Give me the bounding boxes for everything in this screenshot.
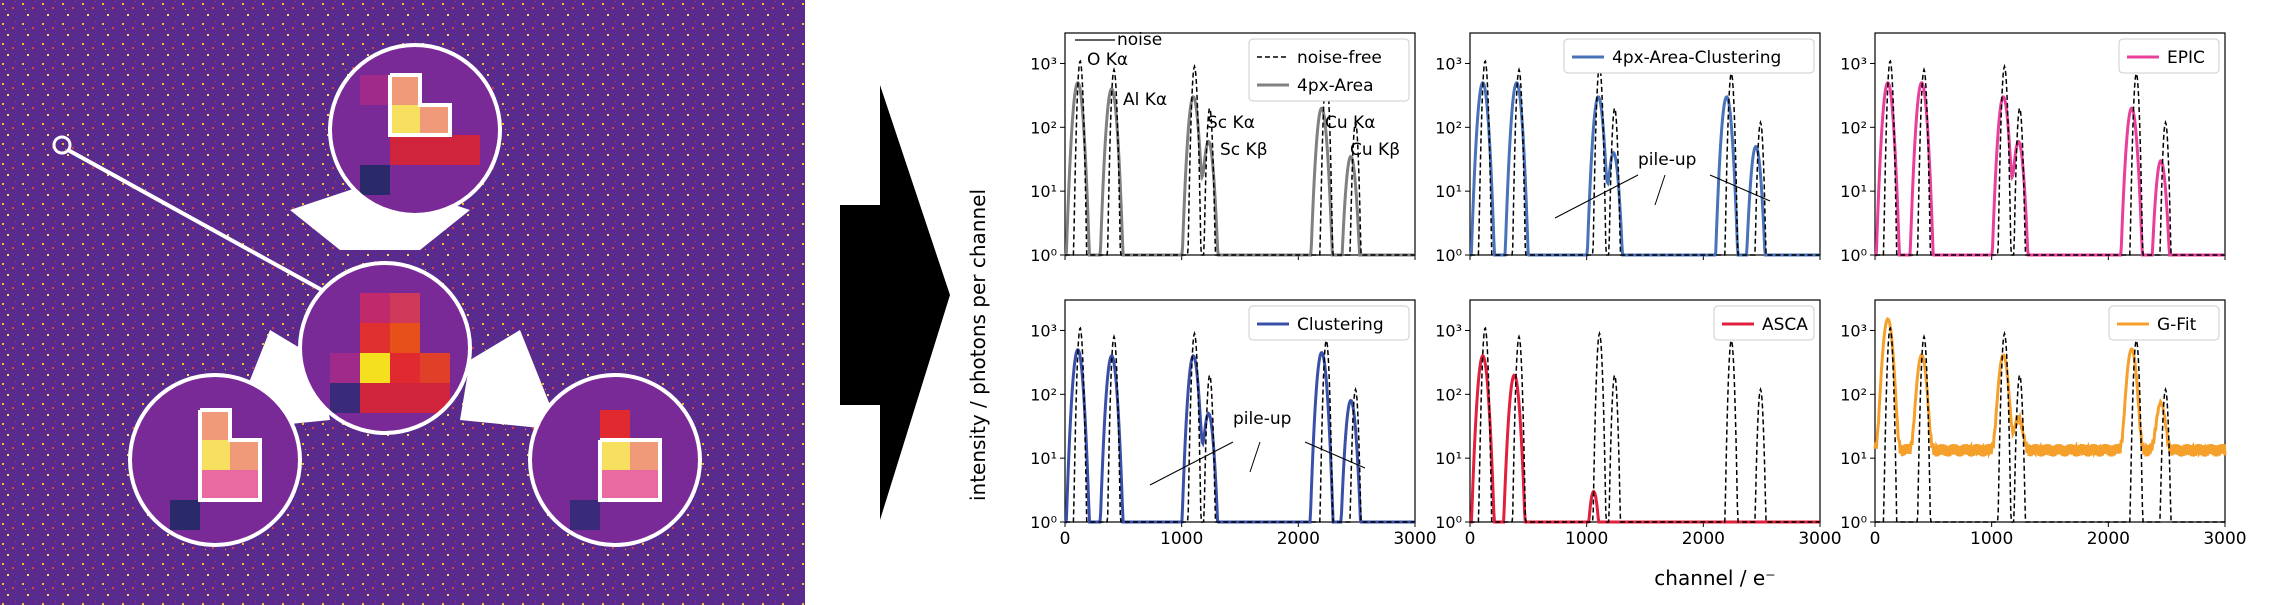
y-tick-label: 10²	[1840, 385, 1867, 404]
y-tick-label: 10¹	[1030, 449, 1057, 468]
y-tick-label: 10³	[1840, 54, 1867, 73]
legend-label: G-Fit	[2157, 315, 2197, 335]
y-tick-label: 10⁰	[1840, 246, 1867, 265]
spectra-figure: intensity / photons per channel channel …	[966, 30, 2247, 590]
series-noise-free	[1875, 326, 2225, 523]
pileup-arrow	[1304, 441, 1366, 469]
y-tick-label: 10¹	[1030, 182, 1057, 201]
y-tick-label: 10³	[1840, 321, 1867, 340]
y-tick-label: 10⁰	[1435, 513, 1462, 532]
y-tick-label: 10²	[1435, 118, 1462, 137]
series-noise-free	[1065, 326, 1415, 523]
y-tick-label: 10¹	[1435, 449, 1462, 468]
split-arrow-right	[460, 330, 560, 430]
series-noise-free	[1875, 59, 2225, 256]
legend-label: ASCA	[1762, 315, 1808, 335]
series-noise-free	[1470, 326, 1820, 523]
annotation-al-ka: Al Kα	[1123, 90, 1167, 110]
panel-bottom-middle: 0 1000 2000 3000 10⁰ 10¹ 10² 10³ ASCA	[1435, 299, 1842, 549]
y-tick-label: 10¹	[1840, 182, 1867, 201]
legend-box	[2108, 305, 2220, 341]
panel-bottom-right: 0 1000 2000 3000 10⁰ 10¹ 10² 10³ G-Fit	[1840, 299, 2247, 549]
cluster-left	[128, 373, 302, 547]
legend-label: EPIC	[2167, 48, 2205, 68]
y-tick-label: 10⁰	[1435, 246, 1462, 265]
y-tick-label: 10⁰	[1030, 513, 1057, 532]
x-tick-label: 3000	[2203, 529, 2246, 549]
panel-top-middle: 10⁰ 10¹ 10² 10³ 4px-Area-Clustering pile-up	[1435, 32, 1821, 265]
y-tick-label: 10²	[1030, 118, 1057, 137]
x-axis-label: channel / e⁻	[1654, 566, 1775, 590]
y-tick-label: 10⁰	[1840, 513, 1867, 532]
legend-box	[1713, 305, 1815, 341]
x-tick-label: 2000	[1682, 529, 1725, 549]
pointer-line	[67, 148, 341, 302]
cluster-top	[328, 43, 502, 217]
legend-label: Clustering	[1297, 315, 1384, 335]
y-tick-label: 10²	[1840, 118, 1867, 137]
process-arrow	[840, 85, 950, 520]
y-tick-label: 10³	[1030, 321, 1057, 340]
series-noise-free	[1065, 59, 1415, 256]
pileup-arrow	[1709, 174, 1771, 202]
x-tick-label: 0	[1870, 529, 1881, 549]
legend-label: noise-free	[1297, 48, 1382, 68]
series-asca	[1469, 354, 1820, 524]
legend-label: 4px-Area	[1297, 76, 1374, 96]
annotation-noise: noise	[1117, 30, 1162, 50]
y-tick-label: 10²	[1030, 385, 1057, 404]
y-tick-label: 10³	[1435, 54, 1462, 73]
series-noise-free	[1470, 59, 1820, 256]
cluster-center	[298, 261, 472, 435]
x-tick-label: 3000	[1393, 529, 1436, 549]
annotation-o-ka: O Kα	[1087, 50, 1128, 70]
detector-image	[0, 0, 805, 605]
annotation-sc-kb: Sc Kβ	[1220, 140, 1268, 160]
annotation-pileup: pile-up	[1638, 150, 1696, 170]
annotation-sc-ka: Sc Kα	[1207, 113, 1255, 133]
y-tick-label: 10¹	[1840, 449, 1867, 468]
x-tick-label: 0	[1465, 529, 1476, 549]
legend-box	[1248, 305, 1410, 341]
y-tick-label: 10²	[1435, 385, 1462, 404]
pileup-arrow	[1554, 174, 1639, 219]
y-axis-label: intensity / photons per channel	[966, 189, 990, 501]
pileup-arrow	[1149, 441, 1234, 486]
annotation-cu-ka: Cu Kα	[1325, 113, 1375, 133]
y-tick-label: 10³	[1030, 54, 1057, 73]
series-g-fit	[1873, 317, 2227, 459]
legend-box	[2118, 38, 2220, 74]
panel-top-right: 10⁰ 10¹ 10² 10³ EPIC	[1840, 32, 2226, 265]
legend-label: 4px-Area-Clustering	[1612, 48, 1781, 68]
event-marker	[52, 135, 72, 155]
pileup-arrow	[1249, 441, 1261, 473]
annotation-pileup: pile-up	[1233, 409, 1291, 429]
y-tick-label: 10³	[1435, 321, 1462, 340]
x-tick-label: 2000	[1277, 529, 1320, 549]
x-tick-label: 1000	[1565, 529, 1608, 549]
x-tick-label: 0	[1060, 529, 1071, 549]
cluster-right	[528, 373, 702, 547]
x-tick-label: 3000	[1798, 529, 1841, 549]
pileup-arrow	[1654, 174, 1666, 206]
y-tick-label: 10¹	[1435, 182, 1462, 201]
legend-box	[1563, 38, 1815, 74]
panel-bottom-left: 0 1000 2000 3000 10⁰ 10¹ 10² 10³ Clustering pile-…	[1030, 299, 1437, 549]
x-tick-label: 2000	[2087, 529, 2130, 549]
y-tick-label: 10⁰	[1030, 246, 1057, 265]
x-tick-label: 1000	[1160, 529, 1203, 549]
annotation-cu-kb: Cu Kβ	[1350, 140, 1400, 160]
x-tick-label: 1000	[1970, 529, 2013, 549]
